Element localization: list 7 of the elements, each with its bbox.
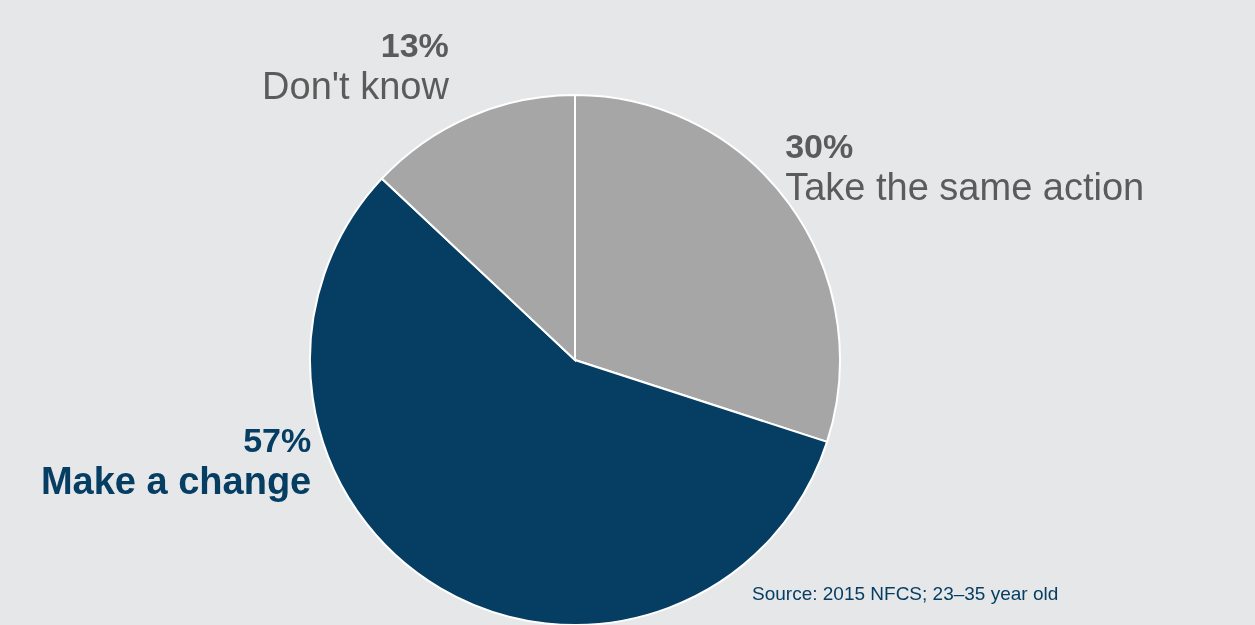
- slice-label: Don't know: [262, 65, 450, 108]
- source-note: Source: 2015 NFCS; 23–35 year old: [752, 583, 1059, 605]
- data-label: 13%: [380, 26, 449, 65]
- data-label: 57%: [243, 421, 312, 459]
- data-label: 30%: [785, 126, 854, 165]
- slice-label: Take the same action: [785, 165, 1145, 208]
- slice-label: Make a change: [40, 460, 312, 502]
